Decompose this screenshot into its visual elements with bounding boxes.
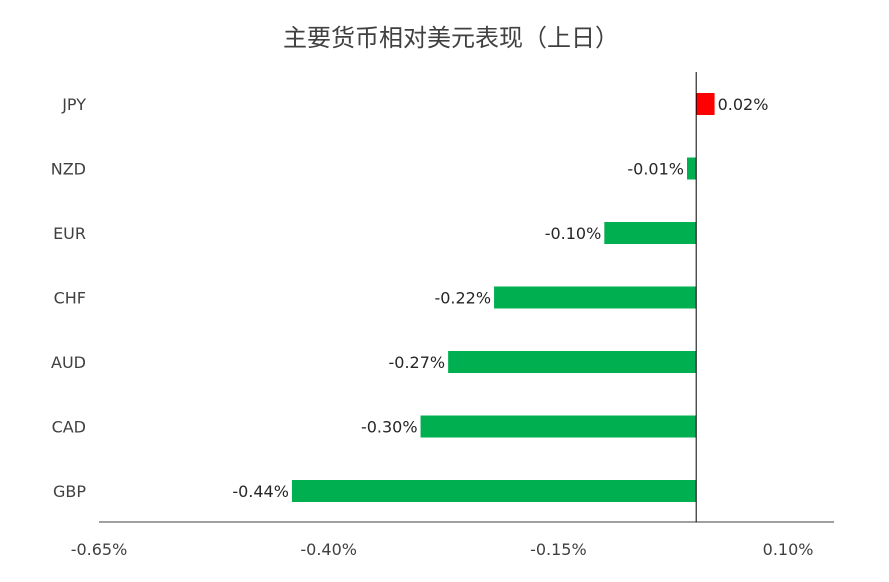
data-label-eur: -0.10% bbox=[545, 224, 602, 243]
category-label-jpy: JPY bbox=[61, 95, 86, 114]
bar-aud bbox=[448, 351, 697, 373]
x-tick-label: -0.15% bbox=[530, 540, 587, 559]
data-label-jpy: 0.02% bbox=[718, 95, 769, 114]
x-tick-label: -0.65% bbox=[71, 540, 128, 559]
bar-nzd bbox=[687, 157, 697, 180]
category-label-aud: AUD bbox=[51, 353, 86, 372]
bar-cad bbox=[420, 415, 697, 438]
bar-gbp bbox=[291, 480, 697, 502]
data-label-cad: -0.30% bbox=[361, 418, 418, 437]
category-label-cad: CAD bbox=[52, 418, 86, 437]
category-label-eur: EUR bbox=[53, 224, 86, 243]
category-labels: JPY NZD EUR CHF AUD CAD GBP bbox=[51, 95, 87, 501]
data-label-gbp: -0.44% bbox=[232, 482, 289, 501]
bar-jpy bbox=[696, 93, 715, 115]
bars-group bbox=[291, 93, 715, 502]
chart-title: 主要货币相对美元表现（上日） bbox=[283, 24, 619, 52]
data-label-aud: -0.27% bbox=[389, 353, 446, 372]
bar-chf bbox=[494, 286, 697, 309]
category-label-nzd: NZD bbox=[51, 160, 86, 179]
data-label-chf: -0.22% bbox=[434, 289, 491, 308]
bar-eur bbox=[604, 222, 697, 244]
data-labels: 0.02% -0.01% -0.10% -0.22% -0.27% -0.30% -0.44… bbox=[232, 95, 768, 501]
x-tick-label: 0.10% bbox=[763, 540, 814, 559]
x-tick-label: -0.40% bbox=[300, 540, 357, 559]
category-label-chf: CHF bbox=[54, 289, 86, 308]
category-label-gbp: GBP bbox=[53, 482, 86, 501]
x-tick-labels: -0.65% -0.40% -0.15% 0.10% bbox=[71, 540, 814, 559]
data-label-nzd: -0.01% bbox=[627, 160, 684, 179]
